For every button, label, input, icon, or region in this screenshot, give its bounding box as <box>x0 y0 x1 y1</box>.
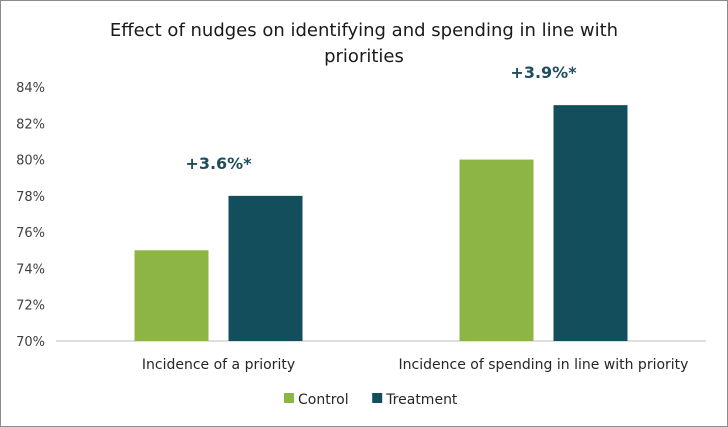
y-tick-label: 80% <box>16 154 45 169</box>
chart-title-line-2: priorities <box>324 46 404 67</box>
category-label: Incidence of a priority <box>142 357 295 373</box>
bar-treatment <box>228 195 303 341</box>
difference-annotation: +3.6%* <box>185 154 252 173</box>
bars-group <box>134 105 628 342</box>
y-tick-label: 72% <box>16 299 45 314</box>
y-tick-label: 78% <box>16 190 45 205</box>
bar-treatment <box>553 105 628 342</box>
difference-annotation: +3.9%* <box>510 63 577 82</box>
annotations-group: +3.6%* +3.9%* <box>185 63 577 173</box>
bar-control <box>459 159 534 341</box>
chart-title-line-1: Effect of nudges on identifying and spen… <box>110 20 618 41</box>
legend-swatch-control <box>284 393 294 403</box>
legend-swatch-treatment <box>372 393 383 403</box>
legend: Control Treatment <box>284 392 458 408</box>
bar-control <box>134 250 209 341</box>
legend-label-treatment: Treatment <box>385 392 458 408</box>
y-tick-label: 76% <box>16 226 45 241</box>
category-label: Incidence of spending in line with prior… <box>399 357 689 373</box>
y-axis: 70% 72% 74% 76% 78% 80% 82% 84% <box>16 81 45 350</box>
y-tick-label: 84% <box>16 81 45 96</box>
y-tick-label: 70% <box>16 335 45 350</box>
y-tick-label: 74% <box>16 262 45 277</box>
category-labels: Incidence of a priority Incidence of spen… <box>142 357 689 373</box>
legend-label-control: Control <box>298 392 349 408</box>
y-tick-label: 82% <box>16 117 45 132</box>
